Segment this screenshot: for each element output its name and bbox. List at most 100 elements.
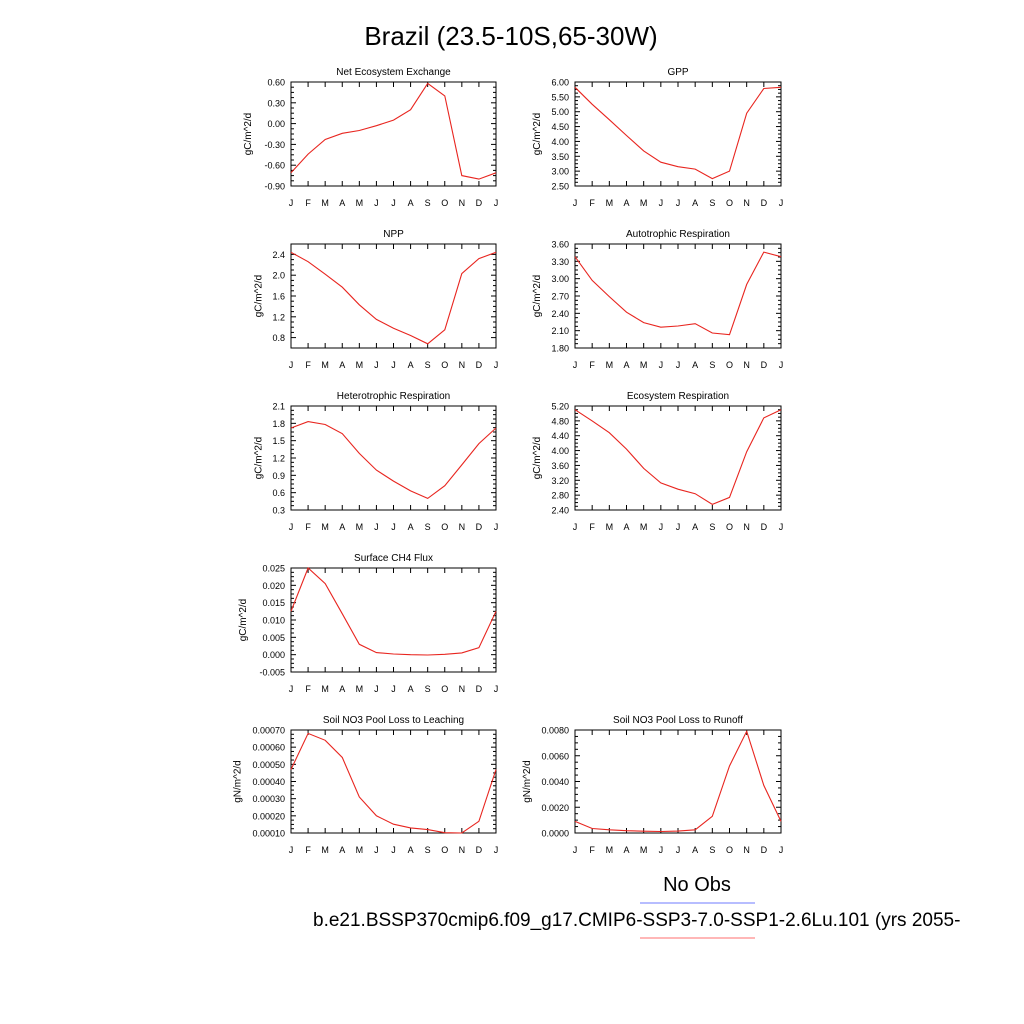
y-tick-label: 0.0080	[541, 726, 569, 736]
y-tick-label: 2.1	[272, 402, 285, 412]
x-tick-label: O	[441, 845, 448, 855]
y-tick-label: 0.0060	[541, 751, 569, 761]
x-tick-label: N	[459, 522, 466, 532]
x-tick-label: A	[692, 360, 698, 370]
x-tick-label: J	[494, 684, 499, 694]
plot-frame	[574, 81, 782, 187]
y-tick-label: 1.8	[272, 419, 285, 429]
y-tick-label: 2.50	[551, 182, 569, 192]
y-tick-label: 0.00060	[252, 743, 285, 753]
y-axis-label: gC/m^2/d	[532, 275, 543, 318]
y-tick-label: 2.80	[551, 491, 569, 501]
panel-title: Soil NO3 Pool Loss to Runoff	[613, 715, 743, 726]
y-tick-label: 4.40	[551, 431, 569, 441]
x-tick-label: J	[391, 684, 396, 694]
x-tick-label: A	[408, 684, 414, 694]
x-tick-label: M	[321, 360, 329, 370]
y-tick-label: 0.00050	[252, 760, 285, 770]
x-tick-label: A	[339, 845, 345, 855]
x-tick-label: J	[573, 845, 578, 855]
series-line	[290, 82, 497, 180]
x-tick-label: S	[709, 198, 715, 208]
x-tick-label: A	[408, 522, 414, 532]
x-tick-label: F	[589, 360, 595, 370]
series-line	[290, 567, 497, 656]
y-tick-label: 0.6	[272, 488, 285, 498]
x-tick-label: O	[441, 522, 448, 532]
x-tick-label: F	[305, 684, 311, 694]
x-tick-label: J	[676, 845, 681, 855]
x-tick-label: M	[356, 845, 364, 855]
x-tick-label: S	[425, 522, 431, 532]
y-tick-label: 0.00020	[252, 811, 285, 821]
x-tick-label: J	[676, 360, 681, 370]
x-tick-label: M	[606, 198, 614, 208]
legend: No Obs b.e21.BSSP370cmip6.f09_g17.CMIP6-…	[313, 874, 960, 939]
y-tick-label: 5.50	[551, 92, 569, 102]
series-line	[290, 251, 497, 345]
x-tick-label: J	[494, 360, 499, 370]
y-tick-label: -0.60	[264, 161, 285, 171]
y-tick-label: 3.00	[551, 167, 569, 177]
x-tick-label: J	[659, 198, 664, 208]
y-tick-label: 2.70	[551, 292, 569, 302]
x-tick-label: J	[391, 845, 396, 855]
x-tick-label: M	[356, 522, 364, 532]
x-tick-label: D	[761, 522, 768, 532]
x-tick-label: D	[476, 360, 483, 370]
panel-title: Soil NO3 Pool Loss to Leaching	[323, 715, 464, 726]
x-tick-label: N	[743, 198, 750, 208]
y-tick-label: 2.0	[272, 271, 285, 281]
x-tick-label: J	[779, 845, 784, 855]
x-tick-label: J	[573, 360, 578, 370]
y-tick-label: 0.020	[262, 581, 285, 591]
panel-title: Ecosystem Respiration	[627, 391, 729, 402]
y-axis-label: gC/m^2/d	[532, 113, 543, 156]
x-tick-label: A	[623, 845, 629, 855]
x-tick-label: M	[321, 198, 329, 208]
x-tick-label: J	[494, 198, 499, 208]
x-tick-label: J	[289, 522, 294, 532]
y-tick-label: 3.00	[551, 274, 569, 284]
x-tick-label: N	[459, 198, 466, 208]
legend-obs-label: No Obs	[663, 874, 731, 896]
x-tick-label: M	[356, 360, 364, 370]
x-tick-label: J	[374, 845, 379, 855]
y-tick-label: 0.0040	[541, 777, 569, 787]
y-tick-label: 0.00010	[252, 829, 285, 839]
x-tick-label: J	[289, 198, 294, 208]
y-tick-label: -0.005	[259, 668, 285, 678]
y-tick-label: 2.10	[551, 326, 569, 336]
x-tick-label: D	[476, 198, 483, 208]
y-tick-label: 3.60	[551, 461, 569, 471]
x-tick-label: N	[743, 360, 750, 370]
y-tick-label: 3.60	[551, 240, 569, 250]
x-tick-label: O	[726, 845, 733, 855]
panel-title: Net Ecosystem Exchange	[336, 67, 451, 78]
y-tick-label: -0.30	[264, 140, 285, 150]
y-tick-label: 2.40	[551, 506, 569, 516]
x-tick-label: O	[726, 360, 733, 370]
x-tick-label: S	[425, 198, 431, 208]
x-tick-label: A	[692, 522, 698, 532]
x-tick-label: N	[459, 684, 466, 694]
series-line	[574, 729, 782, 833]
x-tick-label: J	[676, 198, 681, 208]
panel-title: GPP	[667, 67, 688, 78]
x-tick-label: F	[589, 522, 595, 532]
x-tick-label: O	[726, 198, 733, 208]
plot-frame	[290, 729, 497, 834]
x-tick-label: J	[289, 360, 294, 370]
x-tick-label: A	[623, 360, 629, 370]
x-tick-label: M	[606, 360, 614, 370]
x-tick-label: J	[374, 522, 379, 532]
